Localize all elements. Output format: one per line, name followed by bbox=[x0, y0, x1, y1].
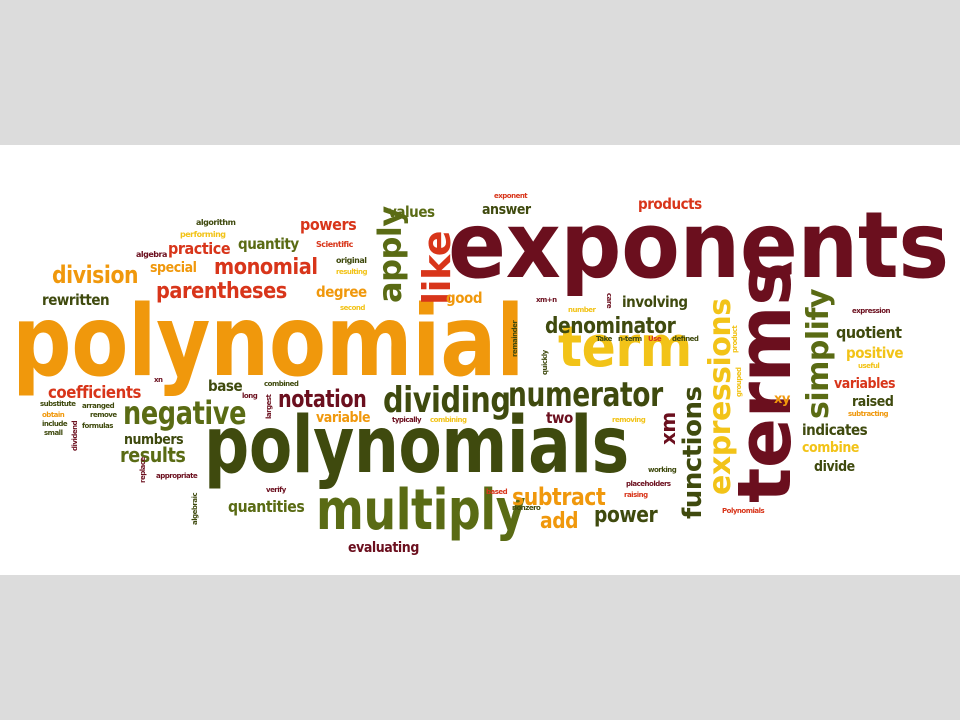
word-algebra: algebra bbox=[136, 250, 167, 259]
word-long: long bbox=[242, 392, 258, 400]
word-take: Take bbox=[596, 335, 612, 343]
word-exponent: exponent bbox=[494, 192, 528, 200]
word-performing: performing bbox=[180, 230, 226, 239]
word-second: second bbox=[340, 304, 365, 312]
word-polynomials-cap: Polynomials bbox=[722, 507, 765, 515]
word-nonzero: nonzero bbox=[512, 504, 541, 512]
word-denominator: denominator bbox=[545, 314, 676, 339]
word-removing: removing bbox=[612, 416, 646, 424]
word-parentheses: parentheses bbox=[156, 279, 287, 304]
word-care: care bbox=[605, 293, 613, 309]
word-practice: practice bbox=[168, 239, 231, 258]
word-combine: combine bbox=[802, 440, 859, 456]
word-useful: useful bbox=[858, 362, 880, 370]
word-product: product bbox=[731, 325, 739, 353]
word-multiply: multiply bbox=[316, 478, 526, 543]
word-simplify: simplify bbox=[801, 288, 836, 419]
word-algorithm: algorithm bbox=[196, 218, 236, 227]
word-products: products bbox=[638, 195, 702, 213]
word-small: small bbox=[44, 429, 63, 437]
word-appropriate: appropriate bbox=[156, 472, 198, 480]
word-xm: xm bbox=[656, 412, 680, 445]
word-substitute: substitute bbox=[40, 400, 76, 408]
word-term: term bbox=[558, 315, 692, 380]
word-quantity: quantity bbox=[238, 235, 299, 253]
word-positive: positive bbox=[846, 344, 904, 362]
word-two: two bbox=[546, 409, 573, 427]
word-defined: defined bbox=[672, 335, 699, 343]
word-rewritten: rewritten bbox=[42, 291, 110, 309]
word-good: good bbox=[446, 289, 483, 307]
word-typically: typically bbox=[392, 416, 422, 424]
word-combining: combining bbox=[430, 416, 467, 424]
word-divide: divide bbox=[814, 459, 855, 475]
word-results: results bbox=[120, 443, 186, 467]
word-arranged: arranged bbox=[82, 402, 115, 410]
word-quotient: quotient bbox=[836, 323, 902, 342]
word-based: based bbox=[486, 488, 508, 496]
word-functions: functions bbox=[678, 386, 708, 519]
word-power: power bbox=[594, 503, 658, 528]
word-raised: raised bbox=[852, 394, 894, 410]
word-number: number bbox=[568, 306, 596, 314]
word-combined: combined bbox=[264, 380, 299, 388]
word-obtain: obtain bbox=[42, 411, 65, 419]
word-verify: verify bbox=[266, 486, 286, 494]
word-answer: answer bbox=[482, 202, 531, 218]
word-expression: expression bbox=[852, 307, 891, 315]
word-placeholders: placeholders bbox=[626, 480, 671, 488]
word-polynomial: polynomial bbox=[12, 285, 525, 399]
word-indicates: indicates bbox=[802, 421, 868, 439]
word-variable: variable bbox=[316, 410, 371, 426]
word-division: division bbox=[52, 261, 139, 289]
word-grouped: grouped bbox=[735, 367, 743, 397]
word-xmn: xm+n bbox=[536, 296, 557, 304]
word-subtracting: subtracting bbox=[848, 410, 889, 418]
word-xn: xn bbox=[154, 376, 163, 384]
word-polynomials: polynomials bbox=[204, 401, 629, 491]
word-formulas: formulas bbox=[82, 422, 113, 430]
word-monomial: monomial bbox=[214, 255, 318, 280]
word-raising: raising bbox=[624, 491, 648, 499]
word-involving: involving bbox=[622, 293, 688, 311]
word-powers: powers bbox=[300, 215, 357, 234]
word-include: include bbox=[42, 420, 68, 428]
word-notation: notation bbox=[278, 385, 367, 413]
word-use: Use bbox=[648, 335, 662, 343]
word-quantities: quantities bbox=[228, 497, 305, 516]
word-numerator: numerator bbox=[508, 375, 663, 415]
word-largest: largest bbox=[265, 394, 273, 419]
word-special: special bbox=[150, 260, 197, 276]
word-values: values bbox=[388, 203, 435, 221]
word-algebraic: algebraic bbox=[191, 492, 199, 525]
word-coefficients: coefficients bbox=[48, 383, 142, 403]
word-xy: xy bbox=[774, 392, 790, 407]
word-add: add bbox=[540, 509, 579, 534]
word-base: base bbox=[208, 377, 243, 395]
word-cloud-image: exponents polynomial polynomials terms t… bbox=[0, 145, 960, 575]
word-original: original bbox=[336, 256, 367, 265]
word-resulting: resulting bbox=[336, 268, 368, 276]
word-remainder: remainder bbox=[511, 320, 519, 357]
word-exponents: exponents bbox=[448, 192, 949, 299]
word-scientific: Scientific bbox=[316, 240, 353, 249]
word-variables: variables bbox=[834, 376, 896, 392]
word-numbers: numbers bbox=[124, 432, 184, 448]
word-degree: degree bbox=[316, 283, 367, 301]
word-replace: replace bbox=[139, 457, 147, 483]
word-dividend: dividend bbox=[71, 420, 79, 451]
word-remove: remove bbox=[90, 411, 117, 419]
word-subtract: subtract bbox=[512, 483, 606, 511]
word-dividing: dividing bbox=[383, 380, 511, 421]
word-quickly: quickly bbox=[541, 350, 549, 375]
word-nterm: n-term bbox=[618, 335, 642, 343]
word-working: working bbox=[648, 466, 677, 474]
word-evaluating: evaluating bbox=[348, 540, 419, 556]
word-negative: negative bbox=[123, 394, 247, 432]
